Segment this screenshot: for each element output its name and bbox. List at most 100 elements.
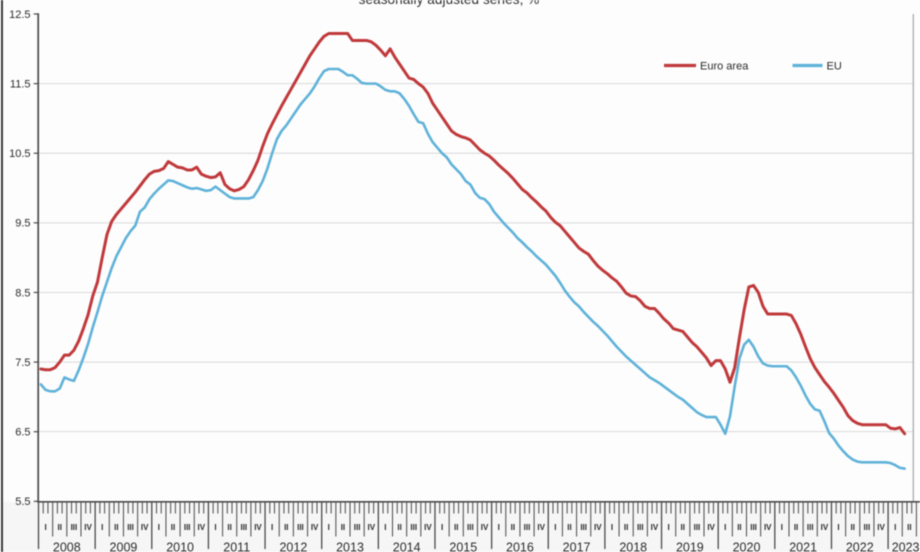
chart-title: seasonally adjusted series, % bbox=[359, 0, 540, 7]
quarter-label-2010-1: I bbox=[158, 523, 160, 532]
quarter-label-2017-2: II bbox=[567, 523, 571, 532]
year-label-2017: 2017 bbox=[563, 541, 591, 552]
y-axis-label: 6.5 bbox=[15, 427, 30, 439]
quarter-label-2014-1: I bbox=[384, 523, 386, 532]
quarter-label-2020-4: IV bbox=[764, 523, 772, 532]
quarter-label-2014-4: IV bbox=[424, 523, 432, 532]
quarter-label-2013-3: III bbox=[354, 523, 361, 532]
quarter-label-2021-2: II bbox=[794, 523, 798, 532]
quarter-label-2014-2: II bbox=[397, 523, 401, 532]
year-label-2016: 2016 bbox=[506, 541, 534, 552]
quarter-label-2020-3: III bbox=[750, 523, 757, 532]
year-label-2009: 2009 bbox=[110, 541, 138, 552]
chart-title-text: seasonally adjusted series, % bbox=[359, 0, 540, 7]
legend: Euro area EU bbox=[664, 61, 842, 73]
line-euro-area bbox=[39, 31, 907, 436]
quarter-label-2012-4: IV bbox=[311, 523, 319, 532]
quarter-label-2014-3: III bbox=[410, 523, 417, 532]
y-axis: 12.5 11.5 10.5 9.5 8.5 7.5 6.5 5.5 bbox=[9, 9, 40, 508]
year-label-2021: 2021 bbox=[789, 541, 817, 552]
series-lines bbox=[39, 31, 907, 470]
quarter-label-2020-1: I bbox=[724, 523, 726, 532]
line-eu bbox=[39, 67, 906, 470]
year-label-2010: 2010 bbox=[166, 541, 194, 552]
year-labels: 2008 2009 2010 2011 2012 2013 2014 2015 2016 2017… bbox=[53, 541, 920, 552]
quarter-label-2016-4: IV bbox=[537, 523, 545, 532]
quarter-label-2022-3: III bbox=[864, 523, 871, 532]
quarter-label-2019-3: III bbox=[694, 523, 701, 532]
y-axis-label: 5.5 bbox=[15, 496, 30, 508]
quarter-label-2020-2: II bbox=[737, 523, 741, 532]
year-label-2020: 2020 bbox=[733, 541, 761, 552]
y-axis-label: 9.5 bbox=[15, 218, 30, 230]
quarter-label-2008-1: I bbox=[44, 523, 46, 532]
legend-label-eu: EU bbox=[827, 61, 842, 73]
quarter-label-2018-3: III bbox=[637, 523, 644, 532]
quarter-label-2017-3: III bbox=[580, 523, 587, 532]
year-label-2012: 2012 bbox=[279, 541, 307, 552]
quarter-label-2009-2: II bbox=[114, 523, 118, 532]
quarter-label-2015-2: II bbox=[454, 523, 458, 532]
quarter-label-2018-4: IV bbox=[651, 523, 659, 532]
gridlines bbox=[38, 83, 913, 433]
year-label-2019: 2019 bbox=[676, 541, 704, 552]
quarter-label-2017-4: IV bbox=[594, 523, 602, 532]
quarter-label-2019-1: I bbox=[668, 523, 670, 532]
year-label-2013: 2013 bbox=[336, 541, 364, 552]
year-label-2023: 2023 bbox=[892, 541, 920, 552]
y-axis-label: 11.5 bbox=[10, 79, 31, 91]
left-frame-border bbox=[1, 0, 3, 552]
quarter-label-2011-4: IV bbox=[254, 523, 262, 532]
y-axis-label: 10.5 bbox=[9, 148, 30, 160]
quarter-label-2023-1: I bbox=[894, 523, 896, 532]
year-label-2015: 2015 bbox=[449, 541, 477, 552]
quarter-label-2013-2: II bbox=[341, 523, 345, 532]
quarter-label-2013-4: IV bbox=[367, 523, 375, 532]
quarter-label-2018-1: I bbox=[611, 523, 613, 532]
quarter-label-2016-2: II bbox=[511, 523, 515, 532]
quarter-label-2021-1: I bbox=[781, 523, 783, 532]
year-label-2014: 2014 bbox=[393, 541, 421, 552]
quarter-label-2009-3: III bbox=[127, 523, 134, 532]
y-axis-label: 7.5 bbox=[15, 357, 30, 369]
year-label-2011: 2011 bbox=[223, 541, 250, 552]
y-axis-label: 8.5 bbox=[15, 287, 30, 299]
quarter-labels: I II III IV I II III IV I II III IV I II III IV I II III IV… bbox=[44, 523, 911, 532]
quarter-label-2023-2: II bbox=[907, 523, 911, 532]
axis-band bbox=[3, 501, 920, 552]
year-label-2022: 2022 bbox=[846, 541, 874, 552]
y-axis-label: 12.5 bbox=[9, 9, 30, 21]
quarter-label-2012-2: II bbox=[284, 523, 288, 532]
quarter-label-2022-2: II bbox=[850, 523, 854, 532]
quarter-label-2011-1: I bbox=[214, 523, 216, 532]
quarter-label-2021-4: IV bbox=[821, 523, 829, 532]
quarter-label-2017-1: I bbox=[554, 523, 556, 532]
quarter-label-2011-2: II bbox=[227, 523, 231, 532]
quarter-label-2022-1: I bbox=[837, 523, 839, 532]
quarter-label-2016-1: I bbox=[498, 523, 500, 532]
quarter-label-2021-3: III bbox=[807, 523, 814, 532]
quarter-label-2011-3: III bbox=[240, 523, 247, 532]
quarter-label-2016-3: III bbox=[524, 523, 531, 532]
quarter-label-2010-2: II bbox=[171, 523, 175, 532]
quarter-label-2009-4: IV bbox=[141, 523, 149, 532]
year-label-2008: 2008 bbox=[53, 541, 81, 552]
quarter-label-2013-1: I bbox=[328, 523, 330, 532]
quarter-label-2010-3: III bbox=[184, 523, 191, 532]
quarter-label-2019-4: IV bbox=[707, 523, 715, 532]
quarter-label-2010-4: IV bbox=[198, 523, 206, 532]
year-label-2018: 2018 bbox=[619, 541, 647, 552]
quarter-label-2019-2: II bbox=[681, 523, 685, 532]
quarter-label-2012-3: III bbox=[297, 523, 304, 532]
x-axis bbox=[37, 500, 920, 549]
quarter-label-2012-1: I bbox=[271, 523, 273, 532]
quarter-label-2008-2: II bbox=[58, 523, 62, 532]
quarter-label-2009-1: I bbox=[101, 523, 103, 532]
legend-label-euro-area: Euro area bbox=[700, 61, 749, 73]
quarter-label-2015-4: IV bbox=[481, 523, 489, 532]
quarter-label-2008-4: IV bbox=[84, 523, 92, 532]
quarter-label-2018-2: II bbox=[624, 523, 628, 532]
quarter-label-2022-4: IV bbox=[877, 523, 885, 532]
